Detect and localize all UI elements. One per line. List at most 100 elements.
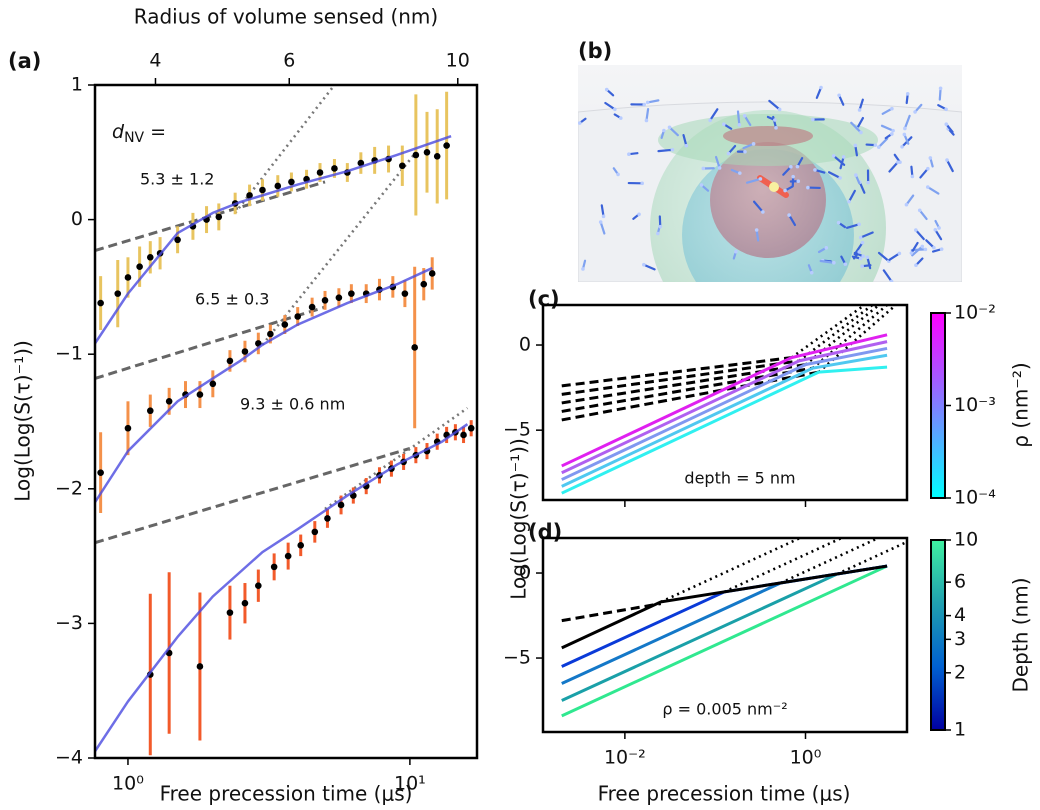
spin-head bbox=[601, 214, 606, 219]
colorbar-tick-label: 4 bbox=[954, 604, 966, 626]
y-tick-label: −4 bbox=[55, 747, 83, 769]
data-point bbox=[196, 391, 204, 398]
data-point bbox=[246, 192, 253, 199]
annotation: 9.3 ± 0.6 nm bbox=[240, 395, 345, 414]
spin-arrow bbox=[918, 209, 928, 221]
spin-head bbox=[751, 142, 756, 146]
data-point bbox=[412, 151, 420, 159]
dashed-line bbox=[95, 446, 411, 545]
spin-arrow bbox=[853, 241, 864, 256]
spin-head bbox=[813, 168, 817, 172]
spin-head bbox=[847, 199, 851, 204]
data-point bbox=[467, 424, 475, 432]
annotation: ρ = 0.005 nm⁻² bbox=[662, 700, 787, 719]
illustration bbox=[578, 65, 962, 282]
spin-head bbox=[787, 213, 791, 217]
data-point bbox=[196, 663, 204, 670]
x-tick-label: 10¹ bbox=[394, 773, 426, 795]
data-point bbox=[308, 303, 316, 311]
dotted-line bbox=[324, 406, 469, 511]
spin-head bbox=[832, 260, 836, 265]
spin-head bbox=[873, 143, 878, 147]
spin-head bbox=[789, 165, 793, 169]
spin-arrow bbox=[882, 269, 893, 282]
spin-head bbox=[722, 122, 726, 126]
spin-head bbox=[926, 166, 930, 171]
spin-head bbox=[777, 107, 782, 112]
spin-head bbox=[581, 267, 585, 271]
spin-head bbox=[843, 262, 848, 266]
spin-head bbox=[859, 130, 863, 135]
spin-head bbox=[644, 118, 649, 123]
subscript: NV bbox=[124, 130, 144, 146]
solid-line bbox=[561, 353, 888, 488]
surface-disk-inner bbox=[723, 126, 813, 146]
spin-arrow bbox=[858, 181, 866, 194]
colorbar-tick-label: 1 bbox=[954, 719, 966, 741]
data-point bbox=[401, 290, 409, 297]
spin-head bbox=[933, 228, 938, 232]
y-tick-label: 0 bbox=[519, 334, 531, 356]
spin-head bbox=[896, 160, 900, 164]
spin-head bbox=[917, 208, 922, 213]
colorbar-tick-label: 2 bbox=[954, 661, 966, 683]
spin-arrow bbox=[888, 252, 901, 261]
spin-head bbox=[939, 247, 944, 251]
data-point bbox=[209, 380, 217, 388]
spin-arrow bbox=[850, 121, 863, 134]
spin-head bbox=[857, 108, 862, 112]
spin-head bbox=[758, 177, 763, 181]
dotted-line bbox=[836, 540, 907, 576]
spin-head bbox=[890, 132, 894, 136]
colorbar-tick-label: 6 bbox=[954, 571, 966, 593]
data-point bbox=[267, 330, 274, 338]
spin-arrow bbox=[819, 259, 835, 264]
spin-arrow bbox=[846, 223, 861, 229]
spin-head bbox=[613, 107, 617, 112]
y-tick-label: 0 bbox=[519, 562, 531, 584]
data-point bbox=[316, 169, 324, 176]
spin-head bbox=[865, 255, 870, 260]
plot-area bbox=[561, 305, 897, 495]
colorbar-tick-label: 10⁻³ bbox=[954, 394, 996, 416]
data-point bbox=[165, 398, 173, 405]
symbol: d bbox=[112, 121, 125, 143]
spin-head bbox=[925, 185, 930, 189]
spin-head bbox=[860, 264, 864, 268]
top-tick-label: 6 bbox=[283, 50, 295, 72]
spin-arrow bbox=[914, 228, 925, 241]
x-axis-title: Free precession time (μs) bbox=[598, 782, 851, 806]
spin-arrow bbox=[855, 116, 865, 130]
solid-line bbox=[561, 346, 888, 481]
spin-head bbox=[897, 251, 902, 256]
spin-head bbox=[819, 85, 823, 90]
spin-head bbox=[900, 144, 904, 149]
dashed-line bbox=[561, 359, 800, 396]
data-point bbox=[357, 159, 365, 167]
spin-arrow bbox=[926, 185, 940, 195]
plot-area bbox=[561, 538, 907, 718]
spin-head bbox=[938, 86, 943, 91]
spin-head bbox=[640, 181, 644, 186]
spin-head bbox=[783, 188, 787, 193]
spin-head bbox=[743, 149, 747, 154]
spin-head bbox=[642, 262, 646, 267]
spin-arrow bbox=[604, 101, 616, 111]
panel-label: (b) bbox=[578, 39, 612, 63]
data-point bbox=[335, 294, 343, 301]
colorbar-tick-label: 10 bbox=[954, 529, 978, 551]
spin-head bbox=[616, 172, 620, 177]
data-point bbox=[460, 431, 467, 439]
spin-head bbox=[734, 249, 738, 254]
solid-line bbox=[95, 134, 452, 345]
spin-head bbox=[909, 251, 914, 255]
data-point bbox=[433, 153, 441, 160]
data-point bbox=[241, 348, 249, 355]
spin-head bbox=[928, 156, 933, 160]
spin-head bbox=[642, 102, 647, 107]
data-point bbox=[348, 290, 355, 297]
x-axis-title: Free precession time (μs) bbox=[160, 782, 413, 806]
y-axis-title: Log(Log(S(τ)⁻¹)) bbox=[507, 438, 531, 600]
spin-head bbox=[701, 166, 706, 171]
spin-arrow bbox=[657, 148, 674, 153]
